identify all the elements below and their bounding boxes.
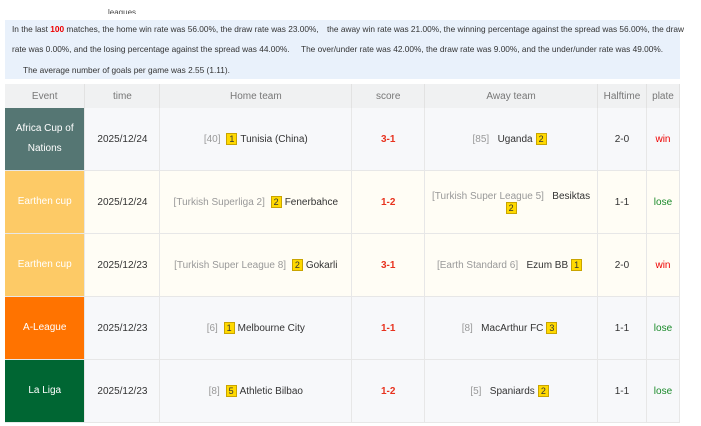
home-rank: [Turkish Superliga 2] xyxy=(173,197,265,208)
away-cell: [5] Spaniards 2 xyxy=(424,359,598,423)
away-rank: [Earth Standard 6] xyxy=(436,260,519,271)
away-cell: [8] MacArthur FC 3 xyxy=(424,296,598,360)
home-team[interactable]: Fenerbahce xyxy=(284,197,339,208)
home-badge: 2 xyxy=(291,259,303,271)
table-row[interactable]: A-League 2025/12/23 [6] 1 Melbourne City … xyxy=(5,296,681,360)
table-row[interactable]: La Liga 2025/12/23 [8] 5 Athletic Bilbao … xyxy=(5,359,681,423)
summary-text: matches, the home win rate was 56.00%, t… xyxy=(64,24,319,34)
away-badge: 2 xyxy=(535,133,547,145)
home-team[interactable]: Melbourne City xyxy=(237,323,305,334)
home-rank: [8] xyxy=(208,386,220,397)
home-rank: [Turkish Super League 8] xyxy=(174,260,287,271)
home-badge: 2 xyxy=(270,196,282,208)
summary-line1c: the away win rate was 21.00%, the winnin… xyxy=(327,24,684,34)
header-time: time xyxy=(84,84,161,108)
time-cell: 2025/12/23 xyxy=(84,296,161,360)
time-cell: 2025/12/24 xyxy=(84,108,161,171)
away-cell: [Earth Standard 6] Ezum BB 1 xyxy=(424,233,598,297)
score-cell: 3-1 xyxy=(351,233,426,297)
clipped-label: leagues xyxy=(108,8,137,14)
away-team[interactable]: Ezum BB xyxy=(526,260,569,271)
halftime-cell: 1-1 xyxy=(597,170,647,234)
home-badge: 5 xyxy=(225,385,237,397)
table-row[interactable]: Earthen cup 2025/12/24 [Turkish Superlig… xyxy=(5,170,681,234)
halftime-cell: 2-0 xyxy=(597,233,647,297)
away-badge: 3 xyxy=(546,322,558,334)
away-team[interactable]: Spaniards xyxy=(489,386,535,397)
away-badge: 2 xyxy=(505,201,517,214)
away-team[interactable]: MacArthur FC xyxy=(481,323,544,334)
matches-table: Event time Home team score Away team Hal… xyxy=(5,84,681,423)
halftime-cell: 1-1 xyxy=(597,296,647,360)
home-cell: [Turkish Super League 8] 2 Gokarli xyxy=(159,233,353,297)
summary-line3: The average number of goals per game was… xyxy=(23,65,230,75)
score-cell: 1-1 xyxy=(351,296,426,360)
summary-line1: In the last 100 matches, the home win ra… xyxy=(12,24,319,34)
event-cell[interactable]: Africa Cup of Nations xyxy=(5,108,86,171)
match-count: 100 xyxy=(50,24,65,34)
summary-line2a: rate was 0.00%, and the losing percentag… xyxy=(12,44,290,54)
away-team[interactable]: Besiktas xyxy=(552,190,591,202)
home-cell: [6] 1 Melbourne City xyxy=(159,296,353,360)
time-cell: 2025/12/23 xyxy=(84,233,161,297)
score-cell: 1-2 xyxy=(351,170,426,234)
header-away: Away team xyxy=(424,84,598,108)
summary-line2b: The over/under rate was 42.00%, the draw… xyxy=(301,44,664,54)
halftime-cell: 2-0 xyxy=(597,108,647,171)
away-team[interactable]: Uganda xyxy=(497,134,533,145)
home-team[interactable]: Gokarli xyxy=(305,260,338,271)
event-cell[interactable]: A-League xyxy=(5,296,86,360)
home-rank: [40] xyxy=(203,134,221,145)
header-score: score xyxy=(351,84,426,108)
home-badge: 1 xyxy=(226,133,238,145)
header-event: Event xyxy=(5,84,86,108)
plate-cell: lose xyxy=(646,170,681,234)
event-cell[interactable]: Earthen cup xyxy=(5,233,86,297)
table-row[interactable]: Earthen cup 2025/12/23 [Turkish Super Le… xyxy=(5,233,681,297)
away-rank: [Turkish Super League 5] xyxy=(432,190,544,202)
score-cell: 3-1 xyxy=(351,108,426,171)
event-cell[interactable]: La Liga xyxy=(5,359,86,423)
plate-cell: win xyxy=(646,233,681,297)
home-badge: 1 xyxy=(223,322,235,334)
summary-box: In the last 100 matches, the home win ra… xyxy=(5,20,684,79)
away-rank: [85] xyxy=(472,134,490,145)
away-badge: 2 xyxy=(537,385,549,397)
home-cell: [40] 1 Tunisia (China) xyxy=(159,108,353,171)
event-cell[interactable]: Earthen cup xyxy=(5,170,86,234)
summary-text: In the last xyxy=(12,24,51,34)
score-cell: 1-2 xyxy=(351,359,426,423)
home-cell: [Turkish Superliga 2] 2 Fenerbahce xyxy=(159,170,353,234)
home-cell: [8] 5 Athletic Bilbao xyxy=(159,359,353,423)
home-rank: [6] xyxy=(206,323,218,334)
home-team[interactable]: Athletic Bilbao xyxy=(239,386,303,397)
away-cell: [85] Uganda 2 xyxy=(424,108,598,171)
header-plate: plate xyxy=(646,84,681,108)
time-cell: 2025/12/23 xyxy=(84,359,161,423)
header-halftime: Halftime xyxy=(597,84,647,108)
away-cell: [Turkish Super League 5] Besiktas 2 xyxy=(424,170,598,234)
away-badge: 1 xyxy=(571,259,583,271)
home-team[interactable]: Tunisia (China) xyxy=(240,134,308,145)
plate-cell: win xyxy=(646,108,681,171)
time-cell: 2025/12/24 xyxy=(84,170,161,234)
plate-cell: lose xyxy=(646,359,681,423)
plate-cell: lose xyxy=(646,296,681,360)
halftime-cell: 1-1 xyxy=(597,359,647,423)
header-home: Home team xyxy=(159,84,353,108)
away-rank: [8] xyxy=(461,323,473,334)
away-rank: [5] xyxy=(470,386,482,397)
